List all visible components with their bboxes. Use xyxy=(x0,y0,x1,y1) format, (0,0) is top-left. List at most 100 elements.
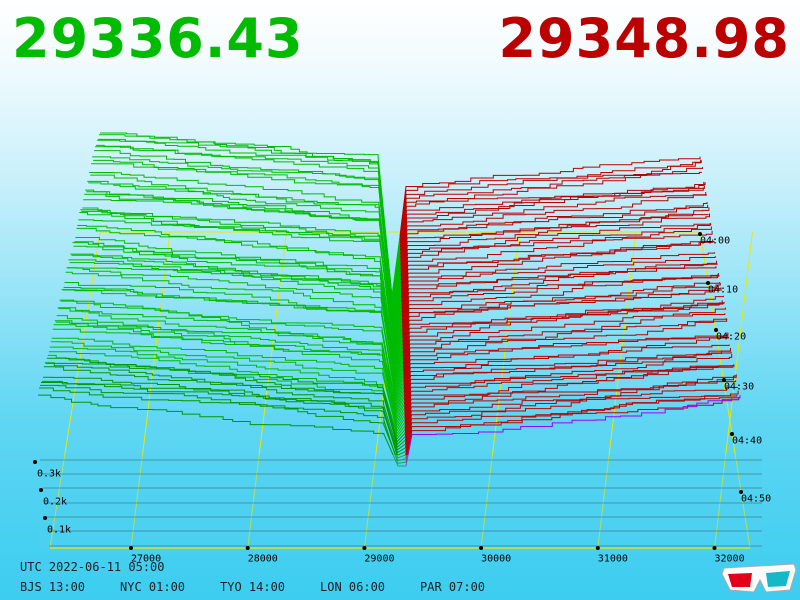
bid-depth-line xyxy=(57,307,405,414)
ask-curves xyxy=(399,156,741,467)
bid-depth-line xyxy=(46,357,406,443)
x-tick-mark xyxy=(129,546,133,550)
bid-depth-line xyxy=(39,384,406,462)
depth-tick-label: 0.3k xyxy=(37,468,61,479)
bid-depth-line xyxy=(75,237,403,364)
tz-lon: LON 06:00 xyxy=(320,580,386,594)
bid-depth-line xyxy=(83,199,403,342)
bid-depth-line xyxy=(96,144,401,307)
bid-depth-line xyxy=(97,139,401,305)
ask-depth-line xyxy=(401,241,714,313)
ask-depth-line xyxy=(400,192,707,269)
bid-depth-line xyxy=(68,259,404,383)
ask-depth-line xyxy=(400,187,704,255)
ask-depth-line xyxy=(403,332,729,397)
ask-depth-line xyxy=(402,287,722,357)
tz-nyc: NYC 01:00 xyxy=(120,580,186,594)
ask-depth-line xyxy=(403,334,728,394)
tz-tyo: TYO 14:00 xyxy=(220,580,286,594)
ask-depth-line xyxy=(402,289,723,361)
ask-depth-line xyxy=(402,283,721,353)
bid-depth-line xyxy=(61,289,405,402)
time-tick-label: 04:20 xyxy=(716,331,746,342)
time-tick-mark xyxy=(714,328,718,332)
ask-depth-line xyxy=(401,226,712,302)
ask-depth-line xyxy=(399,156,701,237)
time-tick-mark xyxy=(698,232,702,236)
ask-depth-line xyxy=(404,354,733,419)
bid-depth-line xyxy=(55,321,405,420)
bid-depth-line xyxy=(71,254,404,375)
bid-depth-line xyxy=(89,172,402,326)
ask-depth-line xyxy=(400,182,706,266)
ask-depth-line xyxy=(400,204,709,280)
ask-depth-line xyxy=(403,307,726,383)
bid-depth-line xyxy=(72,242,404,372)
bid-depth-line xyxy=(51,337,406,430)
ask-depth-line-latest xyxy=(405,395,741,467)
x-tick-mark xyxy=(712,546,717,550)
ask-depth-line xyxy=(401,256,716,324)
bid-depth-line xyxy=(53,324,405,425)
ask-depth-line xyxy=(402,282,721,350)
bid-depth-line xyxy=(62,289,405,399)
bid-curves xyxy=(38,132,406,467)
time-ticks: 04:00 04:10 04:20 04:30 04:40 04:50 xyxy=(698,232,771,504)
bid-depth-line xyxy=(49,346,406,435)
x-tick-label: 30000 xyxy=(481,553,511,564)
bid-depth-line xyxy=(95,146,401,310)
ask-depth-line xyxy=(404,351,732,415)
ask-depth-line xyxy=(404,350,731,408)
bid-price: 29336.43 xyxy=(12,7,304,70)
bid-depth-line xyxy=(80,209,403,351)
bid-depth-line xyxy=(92,156,402,318)
ask-depth-line xyxy=(400,181,705,258)
x-tick-mark xyxy=(595,546,600,550)
ask-depth-line xyxy=(400,185,705,262)
time-tick-label: 04:10 xyxy=(708,284,738,295)
bid-depth-line xyxy=(38,387,406,464)
bid-depth-line xyxy=(45,362,406,446)
bid-depth-line xyxy=(38,394,406,467)
ask-depth-line xyxy=(401,239,714,310)
time-tick-label: 04:00 xyxy=(700,235,730,246)
ask-depth-line xyxy=(404,380,737,441)
bid-depth-line xyxy=(59,299,405,409)
depth-tick-mark xyxy=(33,460,37,464)
3d-glasses-icon[interactable] xyxy=(720,560,798,596)
ask-depth-line xyxy=(403,344,730,404)
ask-depth-line xyxy=(401,252,716,321)
bid-depth-line xyxy=(52,328,406,427)
ask-depth-line xyxy=(403,318,728,390)
ask-depth-line xyxy=(400,207,710,288)
bid-depth-line xyxy=(65,271,404,391)
ask-depth-line xyxy=(399,160,702,244)
ask-depth-line xyxy=(400,194,707,273)
depth-tick-mark xyxy=(43,516,47,520)
bid-depth-line xyxy=(76,227,403,361)
tz-par: PAR 07:00 xyxy=(420,580,486,594)
ask-depth-line xyxy=(404,365,735,434)
depth-ticks: 0.3k 0.2k 0.1k xyxy=(33,460,71,535)
x-tick-label: 27000 xyxy=(131,553,161,564)
bid-depth-line xyxy=(98,138,401,302)
bid-depth-line xyxy=(67,267,404,386)
ask-depth-line xyxy=(403,295,724,372)
bid-depth-line xyxy=(40,382,406,459)
time-tick-mark xyxy=(730,432,734,436)
base-plane xyxy=(40,455,762,549)
bid-depth-line xyxy=(99,134,401,299)
bid-depth-line xyxy=(48,351,406,438)
bid-depth-line xyxy=(82,207,403,345)
bid-depth-line xyxy=(56,315,405,417)
ask-depth-line xyxy=(401,223,712,299)
x-tick-label: 32000 xyxy=(715,553,745,564)
bid-depth-line xyxy=(43,366,406,451)
x-tick-label: 31000 xyxy=(598,553,628,564)
depth-tick-label: 0.1k xyxy=(47,524,71,535)
bid-depth-line xyxy=(50,341,406,433)
x-ticks: 27000 28000 29000 30000 31000 32000 xyxy=(129,546,745,564)
bid-depth-line xyxy=(87,180,402,332)
ask-depth-line xyxy=(399,171,702,248)
bid-depth-line xyxy=(91,163,402,321)
